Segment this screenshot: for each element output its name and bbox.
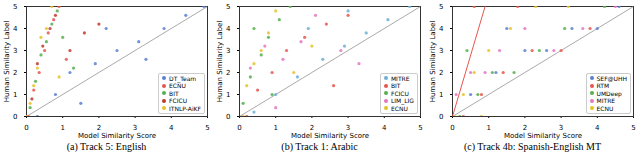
html-text:ECNU: ECNU (596, 104, 614, 112)
svg-text:Model Similarity Score: Model Similarity Score (504, 132, 582, 140)
html-text:(b) Track 1: Arabic: (b) Track 1: Arabic (281, 141, 358, 152)
svg-text:4: 4 (595, 124, 600, 132)
svg-text:Human Similarity Label: Human Similarity Label (429, 21, 437, 103)
html-text:FCICU: FCICU (169, 97, 187, 104)
svg-text:2: 2 (522, 124, 528, 133)
svg-text:0: 0 (237, 124, 241, 132)
svg-text:5: 5 (13, 3, 17, 11)
svg-text:Model Similarity Score: Model Similarity Score (78, 132, 156, 140)
html-text:BIT: BIT (169, 89, 179, 97)
svg-text:1: 1 (439, 91, 443, 99)
html-text:(c) Track 4b: Spanish-English: (c) Track 4b: Spanish-English MT (463, 141, 602, 152)
svg-text:0: 0 (439, 113, 443, 121)
html-text:DT_Team: DT_Team (169, 74, 197, 82)
svg-text:2: 2 (96, 124, 102, 133)
html-text:ECNU: ECNU (390, 104, 408, 112)
svg-text:4: 4 (382, 124, 387, 132)
svg-text:2: 2 (309, 124, 315, 133)
svg-text:5: 5 (439, 3, 443, 11)
svg-text:1: 1 (60, 124, 64, 132)
svg-text:2: 2 (13, 69, 17, 77)
svg-text:2: 2 (226, 69, 230, 77)
svg-text:0: 0 (13, 113, 17, 121)
svg-text:4: 4 (13, 25, 18, 33)
svg-text:3: 3 (558, 124, 564, 133)
svg-text:4: 4 (169, 124, 174, 132)
svg-text:1: 1 (273, 124, 277, 132)
svg-text:3: 3 (439, 47, 443, 55)
html-text:MITRE: MITRE (390, 74, 410, 82)
svg-text:3: 3 (226, 47, 230, 55)
html-text:(a) Track 5: English: (a) Track 5: English (66, 141, 147, 152)
svg-text:1: 1 (486, 124, 490, 132)
svg-text:Human Similarity Label: Human Similarity Label (216, 21, 224, 103)
svg-text:2: 2 (439, 69, 443, 77)
svg-text:1: 1 (13, 91, 17, 99)
html-text:ITNLP-AiKF: ITNLP-AiKF (169, 104, 201, 112)
svg-text:1: 1 (226, 91, 230, 99)
html-text:RTM: RTM (596, 82, 610, 89)
svg-text:3: 3 (13, 47, 17, 55)
svg-text:Model Similarity Score: Model Similarity Score (291, 132, 369, 140)
html-text:UMDeep: UMDeep (596, 89, 622, 97)
svg-text:3: 3 (132, 124, 138, 133)
svg-text:5: 5 (418, 124, 422, 132)
html-text:ECNU: ECNU (169, 82, 186, 89)
svg-text:4: 4 (439, 25, 444, 33)
svg-text:5: 5 (226, 3, 230, 11)
svg-text:0: 0 (226, 113, 230, 121)
html-text:LIM_LIG: LIM_LIG (390, 97, 414, 104)
html-text:BIT: BIT (390, 82, 401, 89)
svg-text:5: 5 (205, 124, 209, 132)
svg-text:0: 0 (24, 124, 28, 132)
html-text:MITRE: MITRE (596, 97, 616, 104)
svg-text:Human Similarity Label: Human Similarity Label (3, 21, 11, 103)
svg-text:5: 5 (631, 124, 635, 132)
html-text:FCICU: FCICU (390, 89, 409, 97)
svg-text:0: 0 (450, 124, 454, 132)
html-text:SEF@UHH: SEF@UHH (596, 74, 627, 82)
svg-text:3: 3 (345, 124, 351, 133)
svg-text:4: 4 (226, 25, 231, 33)
